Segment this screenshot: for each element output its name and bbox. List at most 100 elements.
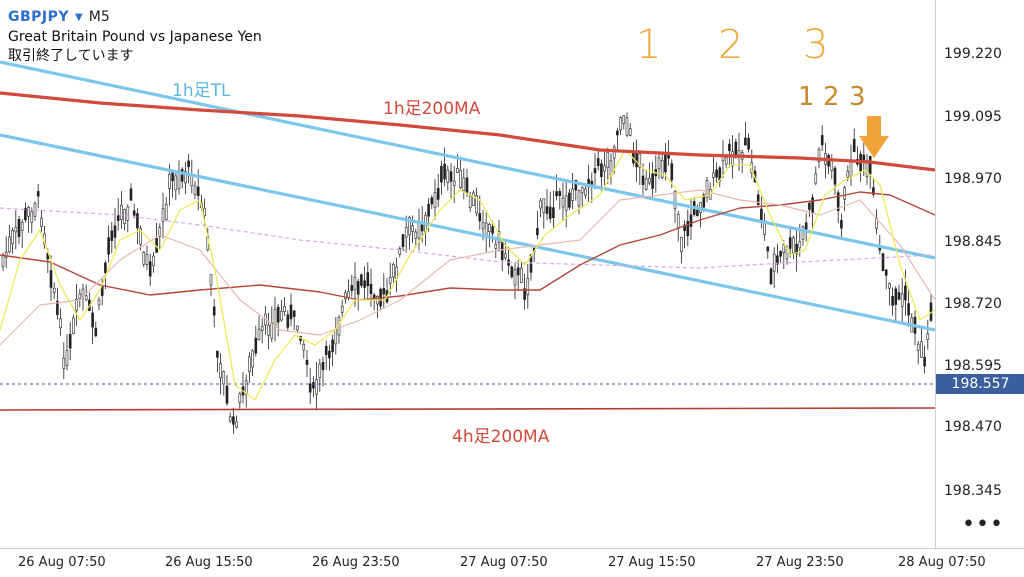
candle-body [36,191,40,197]
candle-body [388,276,392,284]
candle-body [904,285,907,301]
candle-body [584,188,587,196]
annotation-small-1: 1 [798,82,815,112]
candle-body [363,280,366,288]
candle-body [731,151,734,167]
candle-body [603,165,606,172]
candle-body [24,207,27,221]
candle-body [779,251,782,257]
time-tick: 26 Aug 15:50 [165,555,253,570]
candle-body [276,306,280,323]
candle-body [180,169,184,182]
candle-body [558,191,562,196]
candle-body [628,128,632,136]
candle-body [30,211,34,223]
candle-body [161,208,165,222]
plot-area[interactable]: GBPJPY ▼ M5 Great Britain Pound vs Japan… [0,0,935,548]
candle-body [545,206,549,214]
candle-body [260,326,264,331]
candle-body [865,161,869,178]
symbol-header: GBPJPY ▼ M5 Great Britain Pound vs Japan… [8,6,262,66]
candle-body [360,274,363,286]
candle-body [430,197,434,205]
candle-body [91,312,94,328]
candle-body [408,217,411,236]
candle-body [216,350,219,358]
candle-body [884,269,888,276]
candle-body [846,170,850,178]
candle-body [872,187,875,195]
time-scale[interactable]: 26 Aug 07:50 26 Aug 15:50 26 Aug 23:50 2… [0,548,1024,577]
candle-body [52,287,56,293]
timeframe-label[interactable]: M5 [88,9,110,25]
ma-short-line [0,149,935,401]
price-scale[interactable]: 199.220 199.095 198.970 198.845 198.720 … [935,0,1024,548]
candle-body [888,283,891,289]
candle-body [539,200,542,209]
candle-body [222,371,226,385]
candle-body [411,225,414,232]
candle-body [187,160,190,168]
candle-body [59,318,62,329]
candle-body [305,359,309,365]
candle-body [577,190,581,207]
candle-body [72,317,75,334]
candle-body [328,350,331,359]
candle-body [920,341,923,358]
candle-body [184,171,187,184]
down-arrow-icon [859,116,889,158]
candle-body [526,278,530,296]
price-chart[interactable] [0,0,935,548]
candle-body [894,288,898,305]
candle-body [392,263,395,278]
candle-body [68,334,72,349]
candle-body [907,303,910,316]
candle-body [75,298,78,311]
candle-body [49,270,53,288]
candle-body [164,204,168,220]
candle-body [356,281,360,295]
time-tick: 27 Aug 23:50 [756,555,844,570]
candle-body [638,153,642,168]
candle-body [478,213,482,222]
candle-body [852,138,856,152]
candle-body [94,327,98,337]
time-tick: 26 Aug 07:50 [18,555,106,570]
candle-body [715,169,718,178]
candle-body [81,288,85,297]
candle-body [433,192,437,208]
candle-body [312,381,315,389]
candle-body [168,174,171,189]
ma-4h-200-line [0,407,935,411]
candle-body [110,230,114,241]
candle-body [801,226,805,240]
candle-body [289,304,293,320]
symbol-description: Great Britain Pound vs Japanese Yen [8,29,262,45]
candle-body [811,197,814,213]
candle-body [440,166,443,183]
candle-body [344,292,347,300]
ellipsis-icon[interactable]: ••• [962,512,1004,537]
candle-body [520,267,523,283]
symbol-name[interactable]: GBPJPY [8,9,70,25]
candle-body [318,363,322,378]
triangle-down-icon[interactable]: ▼ [75,11,83,23]
price-tick: 198.595 [944,358,1002,374]
candle-body [619,117,622,131]
candle-body [673,191,677,209]
symbol-row[interactable]: GBPJPY ▼ M5 [8,6,262,28]
candle-body [449,171,453,182]
candle-body [414,231,418,239]
candle-body [56,300,59,316]
candle-body [676,213,680,229]
candle-body [235,421,238,428]
candle-body [504,253,507,259]
candle-body [398,248,402,255]
candle-body [840,220,843,229]
candle-body [900,293,904,307]
candle-body [766,246,770,252]
candle-body [65,350,69,366]
candle-body [548,206,552,219]
ma-1h-200-line [0,91,935,172]
candle-body [219,363,222,379]
